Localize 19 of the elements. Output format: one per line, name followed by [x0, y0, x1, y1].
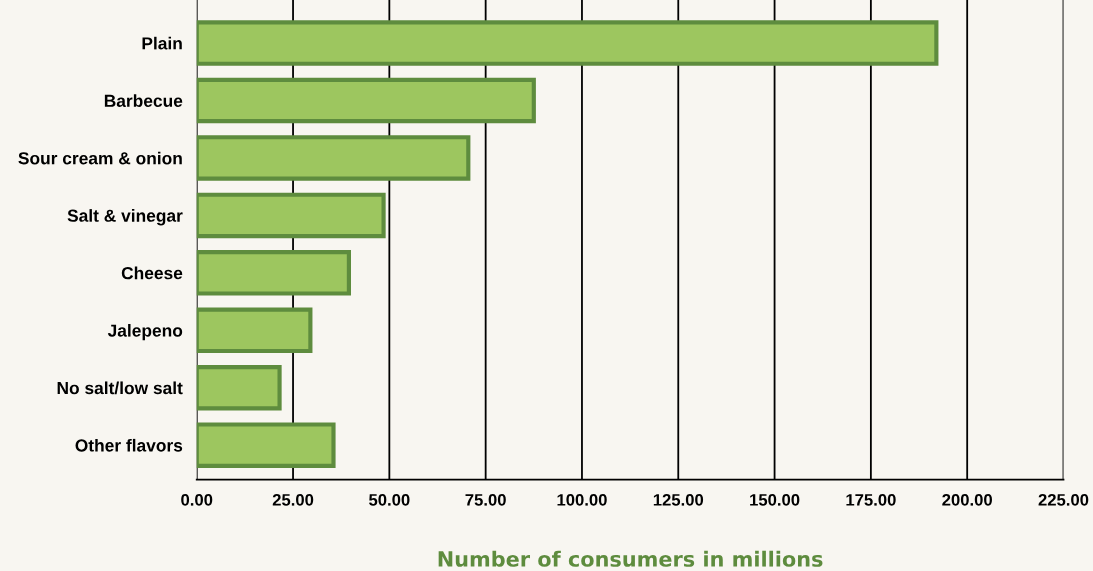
y-tick-label: Jalepeno: [107, 324, 183, 341]
x-tick-label: 50.00: [369, 493, 410, 506]
x-tick-label: 25.00: [272, 493, 314, 506]
y-tick-label: Sour cream & onion: [18, 151, 182, 165]
x-tick-label: 125.00: [653, 493, 704, 506]
x-tick-label: 75.00: [465, 493, 506, 506]
y-tick-label: Other flavors: [75, 438, 183, 452]
x-tick-label: 100.00: [557, 493, 607, 506]
x-axis-title: Number of consumers in millions: [438, 550, 823, 567]
x-tick-label: 175.00: [846, 493, 896, 506]
y-tick-label: Salt & vinegar: [67, 209, 183, 226]
x-tick-label: 225.00: [1038, 493, 1089, 506]
x-tick-label: 0.00: [181, 493, 213, 506]
x-tick-label: 200.00: [942, 493, 992, 506]
y-tick-label: Plain: [142, 36, 182, 50]
y-tick-label: Cheese: [121, 266, 183, 280]
y-tick-label: No salt/low salt: [57, 381, 183, 395]
x-tick-label: 150.00: [750, 493, 800, 506]
y-tick-label: Barbecue: [104, 94, 183, 107]
